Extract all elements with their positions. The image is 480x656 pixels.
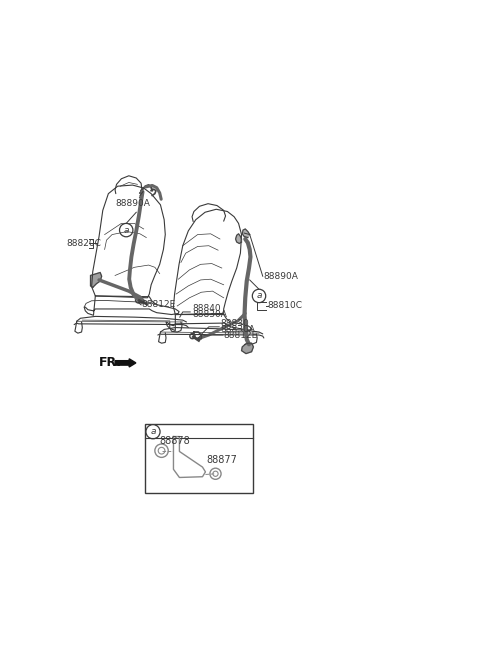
Text: 88890A: 88890A	[115, 199, 150, 208]
Text: 88830A: 88830A	[192, 310, 227, 319]
Bar	[145, 424, 252, 493]
FancyArrow shape	[115, 359, 136, 367]
Polygon shape	[241, 343, 253, 354]
Text: 88830: 88830	[220, 319, 249, 329]
Text: 88890A: 88890A	[264, 272, 299, 281]
Text: a: a	[256, 291, 262, 300]
Circle shape	[146, 424, 160, 439]
Text: 88812E: 88812E	[142, 300, 176, 310]
Polygon shape	[242, 229, 250, 237]
Circle shape	[210, 468, 221, 480]
Circle shape	[155, 444, 168, 457]
Circle shape	[252, 289, 266, 302]
Polygon shape	[236, 234, 241, 243]
Circle shape	[120, 224, 133, 237]
Text: 88877: 88877	[206, 455, 237, 464]
Text: FR.: FR.	[99, 356, 122, 369]
Text: 88810C: 88810C	[267, 302, 302, 310]
Polygon shape	[91, 272, 102, 287]
Text: 88878: 88878	[160, 436, 191, 446]
Text: a: a	[123, 226, 129, 235]
Text: 88830A: 88830A	[220, 325, 255, 335]
Text: 88812E: 88812E	[224, 331, 258, 340]
Text: a: a	[150, 427, 156, 436]
Text: 88840: 88840	[192, 304, 221, 314]
Text: 88820C: 88820C	[67, 239, 102, 248]
